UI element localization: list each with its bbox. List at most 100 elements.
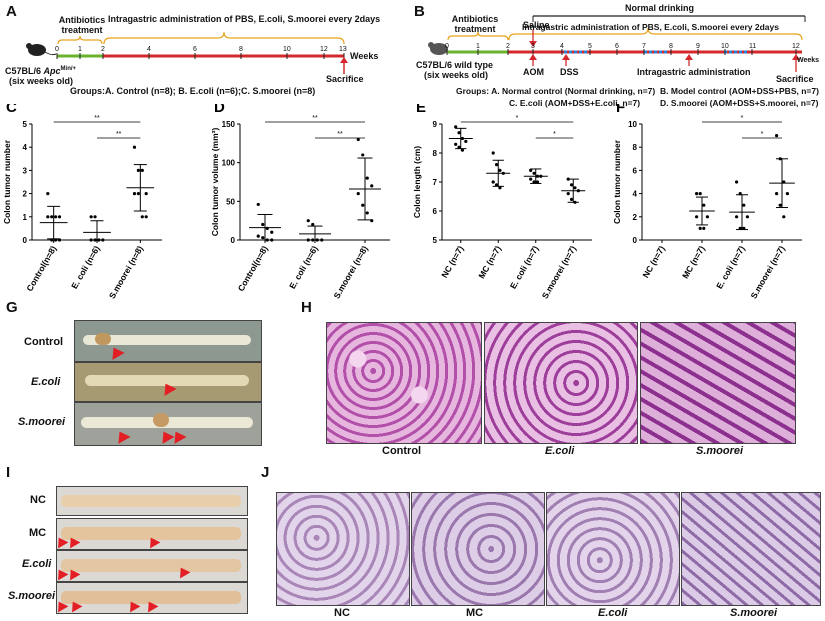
g-photo-ecoli [74, 362, 262, 402]
data-point [365, 211, 369, 215]
data-point [698, 192, 702, 196]
g-row-label-control: Control [24, 336, 64, 348]
data-point [735, 215, 739, 219]
data-point [460, 136, 465, 141]
data-point [136, 192, 140, 196]
data-point [494, 163, 499, 167]
data-point [745, 215, 750, 219]
y-tick-label: 4 [633, 190, 638, 199]
data-point [695, 192, 699, 196]
tick-a-1: 1 [78, 46, 82, 53]
data-point [315, 238, 319, 242]
tick-a-0: 0 [55, 46, 59, 53]
data-point [501, 171, 505, 175]
tick-b-2: 2 [506, 43, 510, 50]
y-axis-label: Colon tumor volume (mm³) [210, 128, 220, 237]
i-row-label-nc: NC [30, 494, 46, 506]
data-point [529, 168, 533, 172]
data-point [742, 226, 746, 230]
sig-label: ** [94, 115, 100, 122]
panel-label-i: I [6, 464, 11, 481]
y-tick-label: 9 [433, 120, 438, 129]
x-tick-label: S.moorei (n=8) [331, 244, 369, 300]
group-c-b: C. E.coli (AOM+DSS+E.coli, n=7) [509, 98, 641, 108]
y-tick-label: 7 [433, 178, 438, 187]
h-caption-ecoli: E.coli [545, 445, 575, 457]
j-caption-smoorei: S.moorei [730, 607, 778, 619]
strain-a-line2: (six weeks old) [9, 76, 74, 86]
intragastric-label-b: Intragastric administration of PBS, E.co… [522, 22, 779, 32]
h-histology-control [326, 322, 482, 444]
data-point [535, 180, 540, 184]
y-tick-label: 5 [433, 236, 438, 245]
mouse-icon [26, 43, 57, 56]
strain-b-line1: C57BL/6 wild type [416, 60, 494, 70]
tick-a-3: 4 [147, 46, 151, 53]
data-point [539, 174, 543, 178]
tick-b-9: 9 [696, 43, 700, 50]
aom-label: AOM [523, 67, 544, 77]
y-axis-label: Colon tumor number [612, 139, 622, 224]
data-point [57, 238, 62, 242]
data-point [702, 203, 706, 207]
data-point [320, 238, 324, 242]
data-point [256, 202, 260, 207]
y-tick-label: 0 [231, 236, 236, 245]
data-point [573, 186, 577, 190]
weeks-label-b: Weeks [797, 57, 820, 64]
sacrifice-label-b: Sacrifice [776, 74, 814, 84]
data-point [535, 174, 540, 178]
x-tick-label: MC (n=7) [476, 244, 503, 280]
data-point [698, 226, 702, 230]
y-tick-label: 6 [433, 207, 438, 216]
j-histology-nc [276, 492, 410, 606]
data-point [140, 215, 144, 219]
sig-label: * [741, 115, 744, 122]
x-tick-label: NC (n=7) [640, 244, 666, 280]
sacrifice-label-a: Sacrifice [326, 74, 364, 84]
tumor-arrow-icon [169, 428, 187, 444]
g-row-label-ecoli: E.coli [31, 376, 61, 388]
h-histology-ecoli [484, 322, 638, 444]
panel-label-a: A [6, 3, 17, 20]
panel-label-f: F [616, 104, 625, 116]
strain-a-gene: Apc [43, 66, 61, 76]
panel-label-d: D [214, 104, 225, 116]
data-point [705, 215, 710, 219]
mouse-icon-b [428, 42, 448, 55]
data-point [132, 192, 137, 196]
data-point [97, 238, 101, 242]
data-point [311, 238, 315, 242]
charts-c-f: C 0 1 2 3 4 5 Colon tumor number Control(n=8) E. … [2, 104, 802, 300]
intragastric-label-a: Intragastric administration of PBS, E.co… [108, 14, 381, 24]
sig-label: ** [116, 131, 122, 138]
sig-label: * [516, 115, 519, 122]
y-tick-label: 5 [23, 120, 28, 129]
h-caption-smoorei: S.moorei [696, 445, 744, 457]
g-photo-smoorei [74, 402, 262, 446]
y-tick-label: 8 [433, 149, 438, 158]
sig-label: ** [337, 131, 343, 138]
data-point [93, 215, 97, 219]
x-tick-label: S.moorei (n=8) [107, 244, 145, 300]
panel-b-timeline [428, 15, 806, 72]
x-tick-label: Control(n=8) [24, 244, 58, 293]
x-tick-label: E. coli (n=7) [508, 244, 541, 291]
data-point [256, 234, 260, 238]
i-photo-smoorei [56, 582, 248, 614]
data-point [306, 238, 310, 242]
tick-b-3: 3 [531, 43, 535, 50]
data-point [782, 180, 786, 184]
g-photo-control [74, 320, 262, 362]
data-point [50, 238, 54, 242]
tick-b-1: 1 [476, 43, 480, 50]
data-point [460, 148, 465, 152]
data-point [365, 176, 369, 180]
y-tick-label: 4 [23, 143, 28, 152]
x-tick-label: NC (n=7) [439, 244, 465, 280]
tick-b-8: 8 [669, 43, 673, 50]
group-a-b: Groups: A. Normal control (Normal drinki… [456, 86, 656, 96]
y-tick-label: 100 [222, 159, 236, 168]
strain-a-sup: Min/+ [60, 66, 77, 72]
data-point [532, 180, 536, 184]
